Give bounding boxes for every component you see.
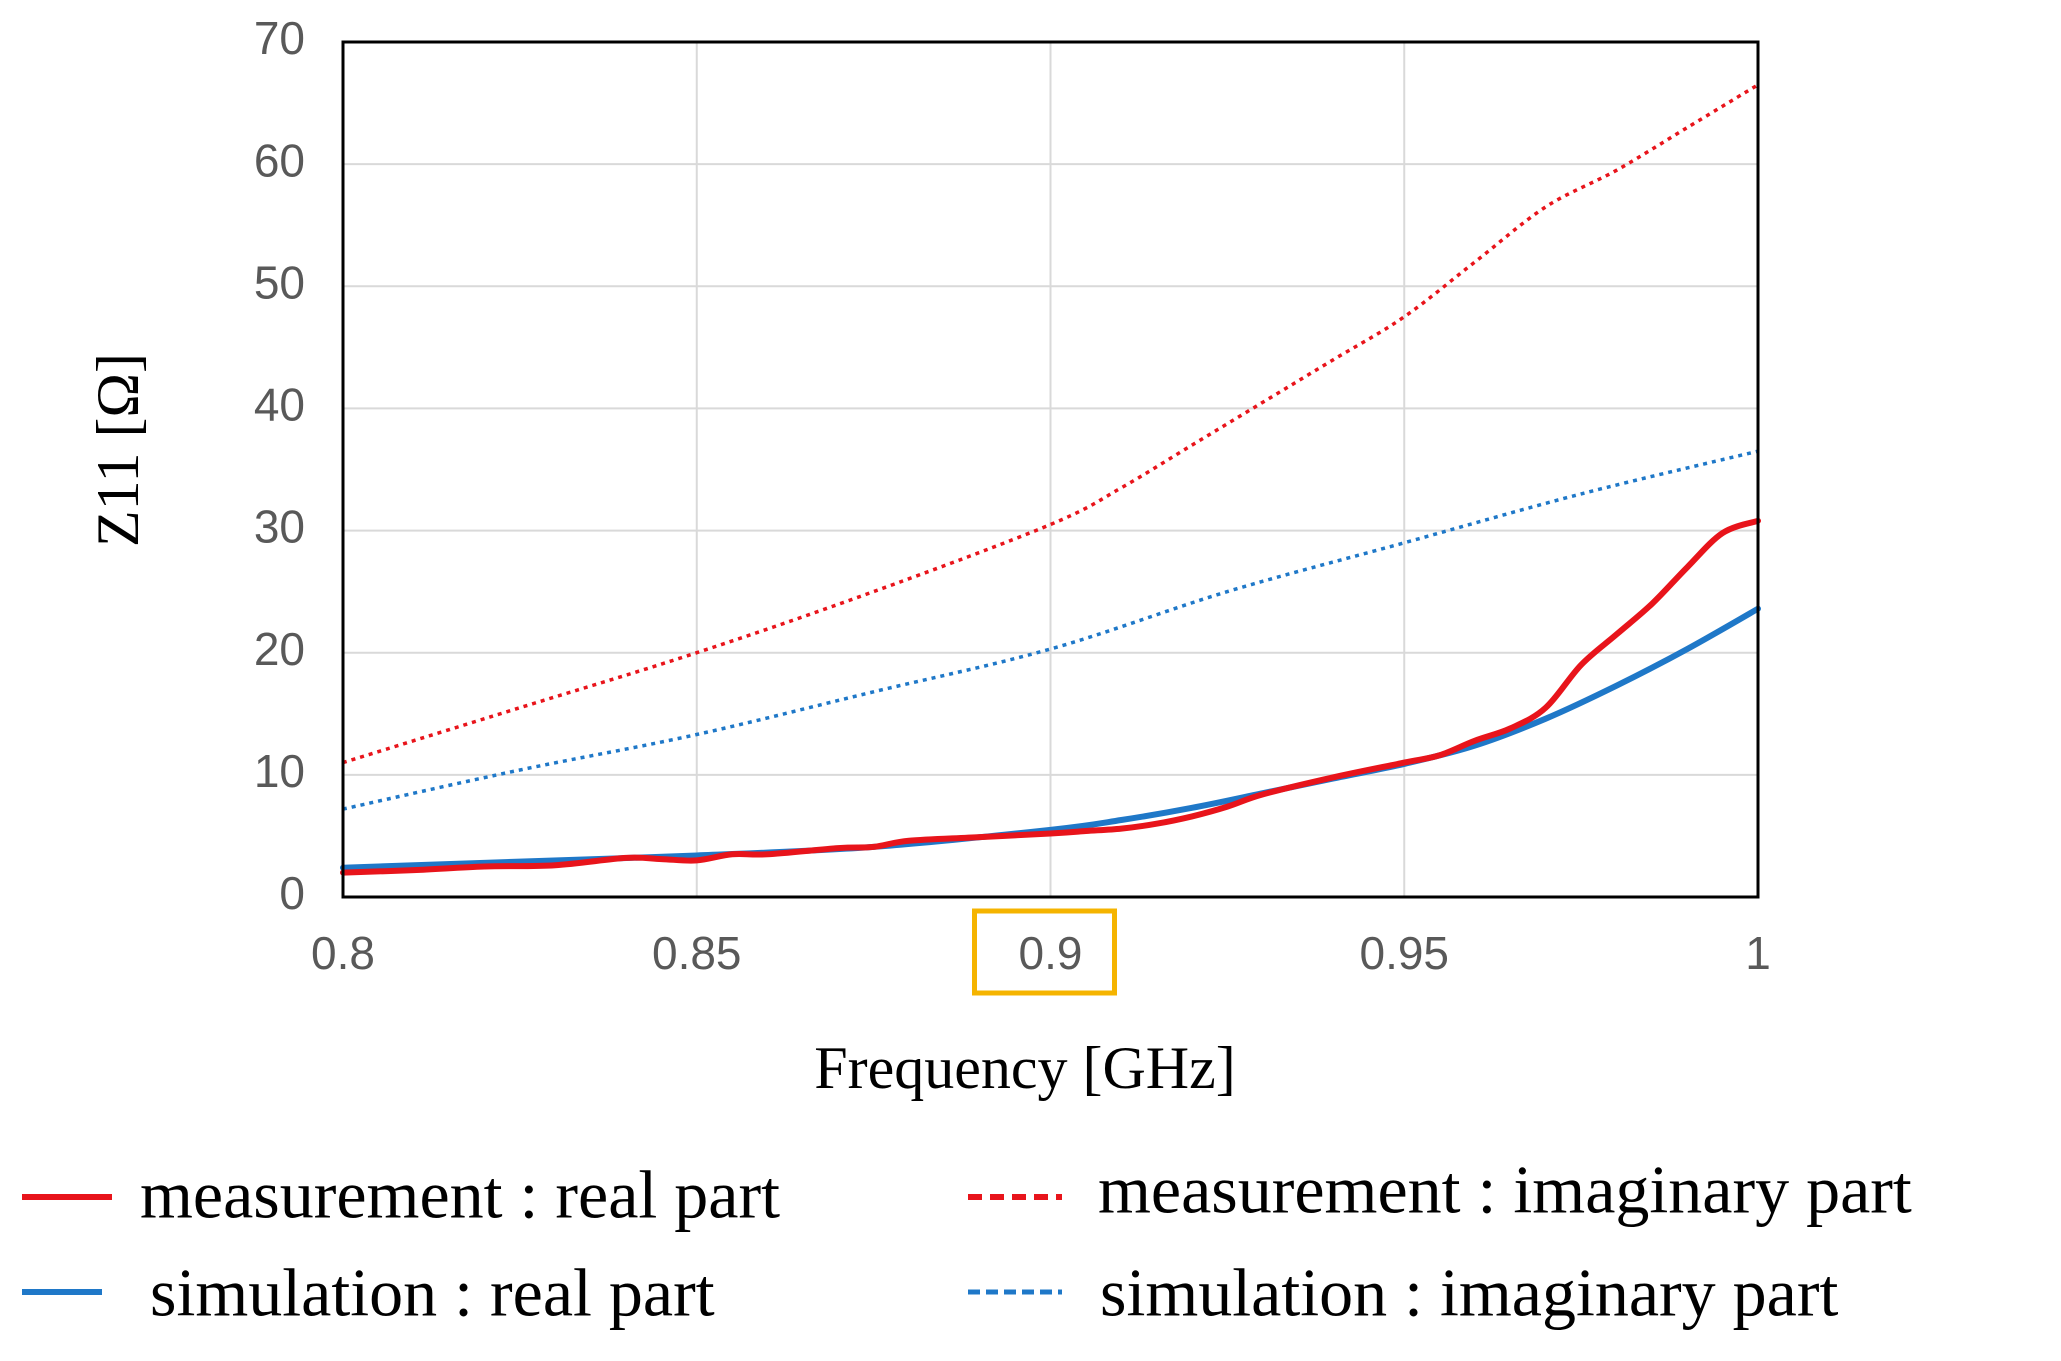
- x-axis-ticks: 0.8 0.85 0.9 0.95 1: [311, 927, 1771, 979]
- legend-label-simulation-real: simulation : real part: [150, 1255, 715, 1331]
- legend-label-measurement-imaginary: measurement : imaginary part: [1098, 1152, 1912, 1228]
- y-tick-label: 40: [254, 379, 305, 431]
- y-tick-label: 10: [254, 745, 305, 797]
- y-tick-label: 60: [254, 134, 305, 186]
- x-tick-label: 0.9: [1019, 927, 1083, 979]
- highlighted-tick-box: [972, 908, 1117, 996]
- series-simulation-imaginary: [342, 449, 1759, 811]
- x-tick-label: 0.85: [652, 927, 742, 979]
- x-axis-title: Frequency [GHz]: [814, 1035, 1236, 1101]
- x-tick-label: 1: [1745, 927, 1771, 979]
- legend-label-simulation-imaginary: simulation : imaginary part: [1100, 1255, 1839, 1331]
- y-axis-ticks: 0 10 20 30 40 50 60 70: [254, 12, 305, 919]
- y-tick-label: 70: [254, 12, 305, 64]
- series-measurement-imaginary: [342, 83, 1759, 765]
- plot-frame: [341, 40, 1760, 899]
- y-tick-label: 50: [254, 256, 305, 308]
- y-tick-label: 30: [254, 501, 305, 553]
- grid: [343, 42, 1758, 897]
- series-simulation-real: [340, 605, 1761, 871]
- y-axis-title: Z11 [Ω]: [85, 353, 151, 547]
- x-tick-label: 0.8: [311, 927, 375, 979]
- x-tick-label: 0.95: [1359, 927, 1449, 979]
- y-tick-label: 0: [279, 867, 305, 919]
- series-measurement-real: [340, 517, 1761, 876]
- legend: measurement : real part measurement : im…: [22, 1152, 1912, 1331]
- y-tick-label: 20: [254, 623, 305, 675]
- plot-area: [340, 83, 1761, 876]
- legend-label-measurement-real: measurement : real part: [140, 1157, 780, 1233]
